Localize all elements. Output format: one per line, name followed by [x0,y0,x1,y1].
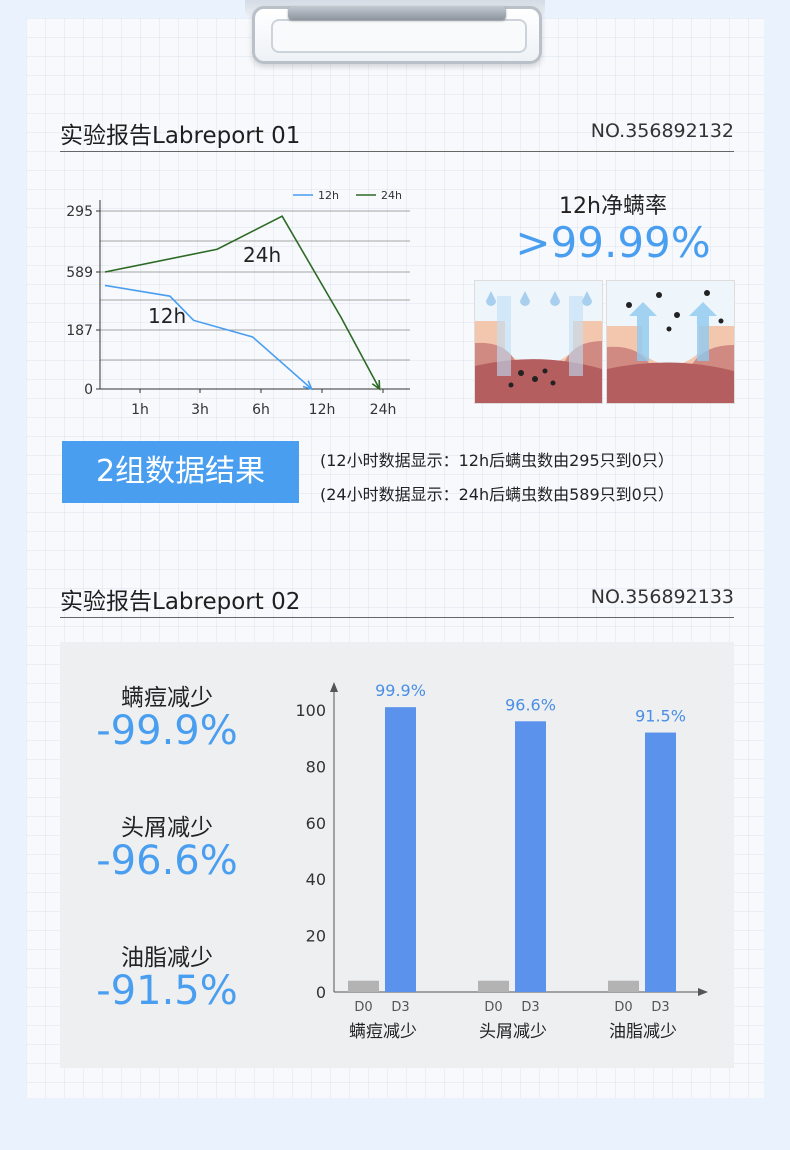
chart1-x-tick-label: 3h [191,402,209,418]
report2-rule [60,617,734,618]
chart1-y-tick-label: 0 [84,382,93,398]
purify-rate-title: 12h净螨率 [559,194,667,219]
chart2-y-tick-label: 100 [295,701,326,720]
chart2-bar-D0-1 [478,980,509,992]
chart1-grid [100,210,410,361]
report2-number: NO.356892133 [590,586,734,608]
chart2-sub-label: D0 [614,1000,632,1015]
chart2-y-axis-arrow [330,682,338,692]
chart1-legend: 12h 24h [293,189,402,202]
chart2-data-label: 96.6% [505,695,556,714]
chart1-x-tick-label: 12h [309,402,336,418]
chart1-legend-label: 24h [381,189,402,202]
chart1-series-line-12h [104,284,313,390]
chart2-bar-D3-1 [515,721,546,992]
chart1-series-line-24h [104,215,381,390]
report1-rule [60,151,734,152]
chart2-category-label: 螨痘减少 [349,1022,417,1042]
chart2-sub-label: D3 [391,1000,409,1015]
chart1-x-tick-label: 6h [252,402,270,418]
chart2-y-ticks: 0 20 40 60 80 100 [295,701,326,1002]
metric-value-oil: -91.5% [96,968,238,1014]
chart1-axes [99,200,410,390]
chart1-line-labels: 24h 12h [148,243,281,328]
chart2-y-tick-label: 80 [306,757,326,776]
chart2-bar-D3-0 [385,707,416,992]
clipboard-clip-bar [288,6,506,20]
skin-illustration-after [606,280,735,404]
chart2-sub-label: D3 [521,1000,539,1015]
report1-title: 实验报告Labreport 01 [60,123,301,149]
chart1-y-tick-label: 187 [66,323,93,339]
chart2-bar-D0-2 [608,980,639,992]
chart1-series [104,215,381,391]
chart2-y-tick-label: 0 [316,983,326,1002]
result-note-24h: (24小时数据显示：24h后螨虫数由589只到0只） [320,485,674,504]
chart2-bars [348,707,676,992]
chart2-data-label: 99.9% [375,681,426,700]
chart1-x-tick-label: 1h [131,402,149,418]
chart2-y-tick-label: 20 [306,927,326,946]
chart2-sub-label: D0 [484,1000,502,1015]
chart2-bar-D0-0 [348,980,379,992]
report2-title: 实验报告Labreport 02 [60,589,301,615]
chart2-bar-D3-2 [645,732,676,992]
chart1-x-ticks: 1h 3h 6h 12h 24h [131,389,396,418]
report1-number: NO.356892132 [590,120,734,142]
clipboard-clip-inner [271,19,527,53]
chart1-line-label-12h: 12h [148,304,186,328]
chart1-legend-label: 12h [318,189,339,202]
chart2-sub-label: D3 [651,1000,669,1015]
metric-value-acne: -99.9% [96,708,238,754]
chart2-y-tick-label: 60 [306,814,326,833]
chart2-y-tick-label: 40 [306,870,326,889]
metric-value-dandruff: -96.6% [96,838,238,884]
chart2-x-axis-arrow [698,988,708,996]
chart2-labels: D0 D3 99.9% 螨痘减少 D0 D3 96.6% 头屑减少 D0 D3 91.5% 油脂减少 [349,681,686,1042]
chart1-series-arrow-24h [371,379,381,391]
skin-illustration-before [474,280,603,404]
chart1-y-ticks: 589 295 187 0 [66,204,100,398]
metric-label-acne: 螨痘减少 [121,685,213,711]
chart2-category-label: 头屑减少 [479,1022,547,1042]
purify-rate-value: >99.99% [515,218,711,267]
chart2-sub-label: D0 [354,1000,372,1015]
metric-label-dandruff: 头屑减少 [121,815,213,841]
chart1-x-tick-label: 24h [370,402,397,418]
chart1-y-tick-label: 589 [66,265,93,281]
result-note-12h: (12小时数据显示：12h后螨虫数由295只到0只） [320,451,674,470]
report1-line-chart: 589 295 187 0 1h 3h 6h 12h 24h 12h 24h 24h 12h [66,189,410,418]
chart2-category-label: 油脂减少 [609,1022,677,1042]
chart2-data-label: 91.5% [635,707,686,726]
chart1-line-label-24h: 24h [243,243,281,267]
chart1-series-arrow-12h [302,380,314,391]
chart1-y-tick-label: 295 [66,204,93,220]
result-tag: 2组数据结果 [62,441,299,503]
metric-label-oil: 油脂减少 [121,945,213,971]
